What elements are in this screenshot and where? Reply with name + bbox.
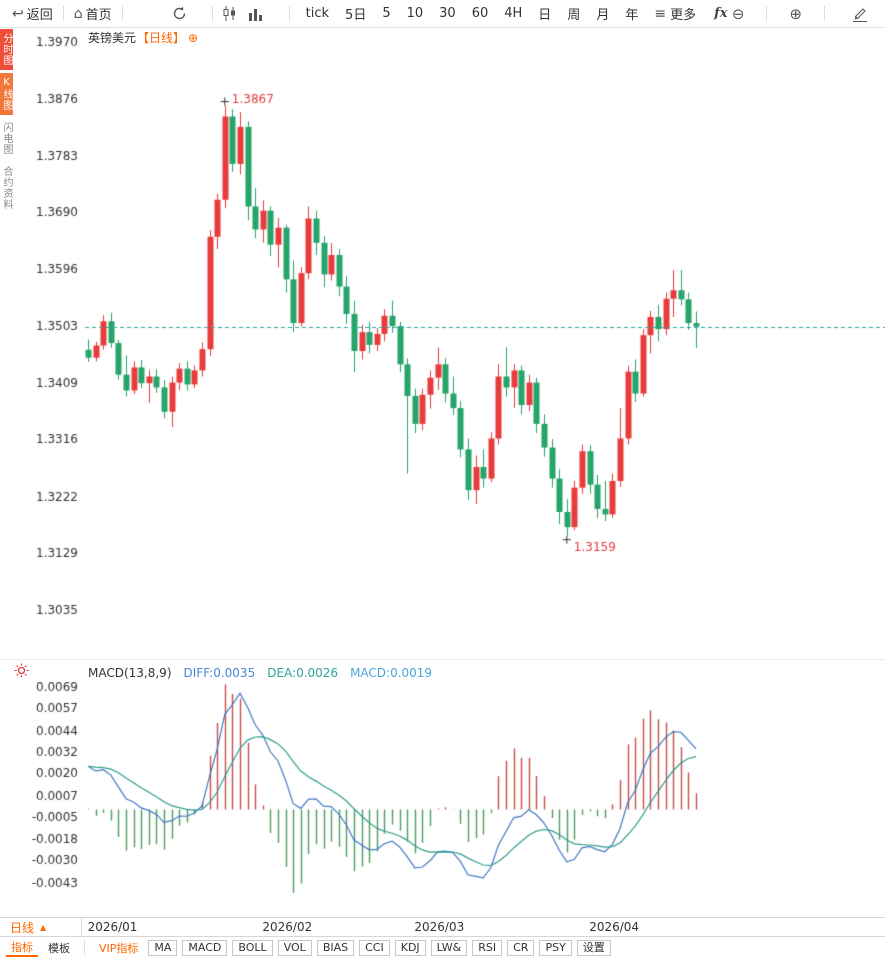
zoom-out-icon[interactable]: ⊖ bbox=[731, 4, 745, 23]
home-label: 首页 bbox=[85, 8, 112, 23]
fx-indicator-button[interactable]: fx bbox=[714, 6, 728, 21]
toolbar-right-group: ⊖ ⊕ bbox=[732, 5, 885, 23]
candlestick-chart-icon bbox=[223, 6, 235, 21]
pen-icon bbox=[853, 7, 867, 22]
indicator-rsi[interactable]: RSI bbox=[472, 939, 503, 956]
panel-divider bbox=[0, 659, 885, 660]
period-30m[interactable]: 30 bbox=[439, 6, 456, 21]
candlestick-chart[interactable] bbox=[12, 34, 885, 656]
period-dropdown-label: 日线 bbox=[10, 920, 35, 935]
tab-indicators[interactable]: 指标 bbox=[6, 938, 38, 957]
indicator-settings[interactable]: 设置 bbox=[576, 939, 611, 956]
period-tick[interactable]: tick bbox=[305, 6, 330, 21]
refresh-icon bbox=[173, 6, 185, 20]
macd-dea-value: DEA:0.0026 bbox=[267, 666, 339, 680]
period-selector: tick 5日 5 10 30 60 4H 日 周 月 年 bbox=[306, 4, 639, 23]
x-axis-label: 2026/01 bbox=[87, 920, 138, 934]
toolbar-separator bbox=[288, 6, 290, 21]
back-label: 返回 bbox=[26, 8, 53, 23]
symbol-name: 英镑美元 bbox=[88, 31, 137, 45]
period-month[interactable]: 月 bbox=[596, 8, 610, 23]
indicator-kdj[interactable]: KDJ bbox=[394, 939, 426, 956]
tab-lightning-chart[interactable]: 闪电图 bbox=[1, 122, 12, 155]
tab-vip-indicators[interactable]: VIP指标 bbox=[99, 941, 139, 955]
home-button[interactable]: ⌂ 首页 bbox=[68, 4, 118, 24]
indicator-vol[interactable]: VOL bbox=[277, 939, 312, 956]
toolbar-separator bbox=[766, 6, 768, 21]
toolbar-separator bbox=[62, 6, 64, 21]
candlestick-view-button[interactable] bbox=[217, 6, 243, 21]
toolbar-separator bbox=[824, 6, 825, 21]
period-60m[interactable]: 60 bbox=[471, 6, 489, 21]
more-button[interactable]: ≡ 更多 bbox=[654, 4, 697, 24]
indicator-psy[interactable]: PSY bbox=[539, 939, 572, 956]
x-axis-label: 2026/04 bbox=[589, 920, 640, 934]
more-label: 更多 bbox=[670, 8, 697, 23]
x-axis-row: 日线 ▲ 2026/01 2026/02 2026/03 2026/04 bbox=[0, 917, 885, 937]
tab-kline-chart[interactable]: K线图 bbox=[0, 73, 13, 115]
indicator-cr[interactable]: CR bbox=[507, 939, 535, 956]
bottom-bar-separator bbox=[84, 940, 85, 955]
x-axis-label: 2026/02 bbox=[262, 920, 313, 934]
macd-diff-value: DIFF:0.0035 bbox=[183, 666, 256, 680]
refresh-button[interactable] bbox=[167, 6, 192, 21]
top-toolbar: ↩ 返回 ⌂ 首页 bbox=[0, 0, 885, 28]
sun-icon bbox=[14, 663, 29, 678]
indicator-macd[interactable]: MACD bbox=[182, 939, 228, 956]
period-year[interactable]: 年 bbox=[625, 8, 639, 23]
macd-params-label[interactable]: MACD(13,8,9) bbox=[88, 666, 172, 680]
tab-contract-info[interactable]: 合约资料 bbox=[1, 166, 12, 210]
period-4h[interactable]: 4H bbox=[504, 6, 523, 21]
bottom-indicator-bar: 指标 模板 VIP指标 MA MACD BOLL VOL BIAS CCI KD… bbox=[0, 938, 885, 957]
indicator-ma[interactable]: MA bbox=[148, 939, 178, 956]
period-tag: 【日线】 bbox=[137, 31, 186, 45]
indicator-cci[interactable]: CCI bbox=[359, 939, 390, 956]
toolbar-separator bbox=[211, 6, 213, 21]
volume-bars-icon bbox=[248, 8, 262, 21]
period-day[interactable]: 日 bbox=[538, 8, 552, 23]
draw-tool-button[interactable] bbox=[847, 6, 873, 22]
back-icon: ↩ bbox=[12, 5, 24, 22]
macd-header: MACD(13,8,9) DIFF:0.0035 DEA:0.0026 MACD… bbox=[88, 666, 432, 680]
toolbar-separator bbox=[121, 6, 123, 21]
chart-type-tabs: 分时图 K线图 闪电图 合约资料 bbox=[0, 29, 13, 214]
x-axis-label: 2026/03 bbox=[414, 920, 465, 934]
macd-chart[interactable] bbox=[12, 682, 885, 912]
tab-timeline-chart[interactable]: 分时图 bbox=[0, 29, 13, 70]
period-10m[interactable]: 10 bbox=[406, 6, 424, 21]
indicator-lwr[interactable]: LW& bbox=[430, 939, 468, 956]
tab-templates[interactable]: 模板 bbox=[48, 941, 70, 955]
add-compare-icon[interactable]: ⊕ bbox=[188, 30, 199, 45]
chart-title: 英镑美元 【日线】 ⊕ bbox=[88, 29, 198, 46]
home-icon: ⌂ bbox=[73, 5, 83, 22]
period-week[interactable]: 周 bbox=[567, 8, 581, 23]
indicator-bias[interactable]: BIAS bbox=[316, 939, 355, 956]
period-5d[interactable]: 5日 bbox=[345, 8, 367, 23]
back-button[interactable]: ↩ 返回 bbox=[6, 4, 59, 24]
zoom-in-icon[interactable]: ⊕ bbox=[789, 4, 802, 23]
period-dropdown[interactable]: 日线 ▲ bbox=[0, 918, 82, 936]
indicator-settings-button[interactable] bbox=[14, 663, 29, 682]
period-5m[interactable]: 5 bbox=[382, 6, 391, 21]
indicator-boll[interactable]: BOLL bbox=[232, 939, 273, 956]
macd-macd-value: MACD:0.0019 bbox=[350, 666, 433, 680]
collapse-icon: ▲ bbox=[40, 922, 47, 932]
menu-icon: ≡ bbox=[654, 5, 667, 22]
volume-view-button[interactable] bbox=[243, 7, 269, 21]
